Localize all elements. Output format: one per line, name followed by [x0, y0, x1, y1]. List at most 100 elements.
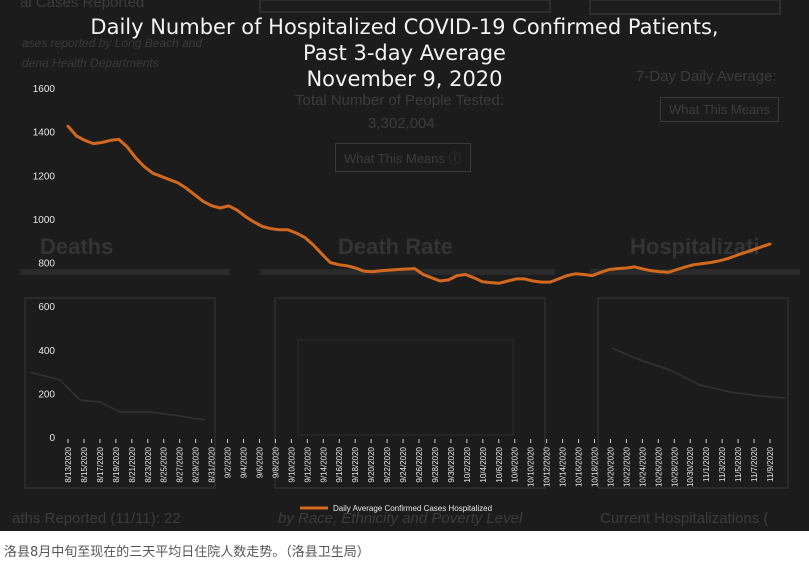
data-point [431, 277, 433, 279]
x-tick-label: 8/13/2020 [64, 446, 73, 482]
data-point [75, 135, 78, 137]
data-point [600, 271, 602, 273]
data-point [634, 266, 636, 268]
data-point [667, 271, 670, 273]
data-point [515, 278, 517, 280]
bg-total-tested-value: 3,302,004 [368, 115, 435, 132]
x-tick-label: 10/18/2020 [591, 446, 600, 487]
x-tick-label: 9/16/2020 [335, 446, 344, 482]
x-tick-label: 9/14/2020 [319, 446, 328, 482]
x-tick-label: 10/22/2020 [622, 446, 631, 487]
data-point [354, 267, 357, 269]
bg-what-this-means-right-button[interactable]: What This Means [660, 97, 779, 122]
data-point [490, 281, 492, 284]
data-point [253, 221, 255, 223]
x-tick-label: 9/12/2020 [303, 446, 312, 482]
x-tick-label: 8/31/2020 [208, 446, 217, 482]
x-tick-label: 8/29/2020 [192, 446, 201, 482]
data-point [456, 274, 458, 277]
data-point [245, 216, 247, 218]
bg-seven-day-label: 7-Day Daily Average: [636, 68, 777, 85]
data-point [583, 273, 585, 276]
x-tick-label: 9/30/2020 [447, 446, 456, 482]
data-point [236, 209, 238, 211]
series-line-0 [66, 124, 772, 285]
data-point [278, 229, 281, 231]
data-point [574, 273, 577, 275]
x-tick-label: 10/6/2020 [495, 446, 504, 482]
dashboard-background [20, 0, 800, 489]
x-tick-label: 10/24/2020 [638, 446, 647, 487]
legend-label: Daily Average Confirmed Cases Hospitaliz… [333, 504, 492, 513]
data-point [744, 252, 746, 254]
x-tick-label: 9/24/2020 [399, 446, 408, 482]
data-point [701, 262, 703, 265]
bg-section-deaths: Deaths [40, 234, 114, 259]
data-point [261, 225, 264, 228]
data-point [371, 271, 374, 273]
line-chart: 0 200 400 600 800 1000 1200 1400 1600 8/13/2020 8/… [33, 84, 775, 513]
data-point [338, 264, 340, 266]
data-point [304, 236, 306, 239]
x-tick-label: 9/26/2020 [415, 446, 424, 482]
x-tick-label: 9/18/2020 [351, 446, 360, 482]
chart-title-line-1: Daily Number of Hospitalized COVID-19 Co… [90, 15, 719, 39]
data-point [422, 273, 424, 276]
data-point [710, 261, 712, 264]
data-point [693, 264, 695, 266]
data-point [270, 228, 272, 230]
x-tick-label: 8/19/2020 [112, 446, 121, 482]
data-point [481, 281, 484, 283]
x-tick-label: 10/10/2020 [527, 446, 536, 487]
bg-deaths-reported: aths Reported (11/11): 22 [12, 510, 181, 527]
data-point [143, 165, 145, 168]
x-tick-label: 10/14/2020 [559, 446, 568, 487]
data-point [202, 200, 204, 203]
x-tick-label: 10/8/2020 [511, 446, 520, 482]
data-point [650, 270, 653, 272]
data-point [397, 268, 399, 271]
y-tick-label: 800 [38, 259, 55, 270]
data-point [92, 143, 94, 145]
data-point [557, 278, 560, 280]
x-tick-label: 11/1/2020 [702, 446, 711, 482]
bg-what-this-means-label: What This Means [344, 151, 445, 166]
data-point [448, 279, 450, 281]
x-tick-label: 8/25/2020 [160, 446, 169, 482]
bg-source-line-2: dena Health Departments [22, 56, 159, 70]
x-tick-label: 9/28/2020 [431, 446, 440, 482]
data-point [760, 246, 763, 248]
data-point [67, 125, 69, 127]
data-point [287, 229, 289, 231]
data-point [659, 271, 661, 273]
data-point [727, 257, 729, 260]
figure-caption: 洛县8月中旬至现在的三天平均日住院人数走势。（洛县卫生局） [4, 545, 370, 560]
data-point [329, 261, 331, 264]
y-tick-label: 1400 [33, 128, 56, 139]
bg-current-hospitalizations: Current Hospitalizations ( [600, 510, 769, 527]
data-point [591, 274, 593, 277]
data-point [532, 280, 534, 282]
data-point [473, 277, 475, 279]
x-tick-label: 9/4/2020 [240, 446, 249, 478]
bg-what-this-means-button[interactable]: What This Means ⓘ [335, 143, 471, 172]
x-tick-label: 8/23/2020 [144, 446, 153, 482]
data-point [363, 270, 365, 272]
chart-figure: al Cases Reported ases reported by Long … [0, 0, 809, 531]
data-point [617, 268, 619, 270]
data-point [295, 232, 297, 234]
data-point [464, 273, 467, 276]
data-point [126, 146, 128, 148]
data-point [135, 157, 137, 159]
data-point [549, 281, 551, 283]
x-tick-label: 10/28/2020 [670, 446, 679, 487]
data-point [346, 265, 348, 267]
data-point [524, 278, 526, 280]
x-tick-label: 8/27/2020 [176, 446, 185, 482]
y-tick-label: 1000 [33, 215, 56, 226]
bg-what-this-means-right-label: What This Means [669, 102, 770, 117]
data-point [228, 205, 230, 207]
data-point [321, 253, 323, 255]
data-point [414, 268, 416, 270]
y-tick-label: 0 [49, 433, 55, 444]
